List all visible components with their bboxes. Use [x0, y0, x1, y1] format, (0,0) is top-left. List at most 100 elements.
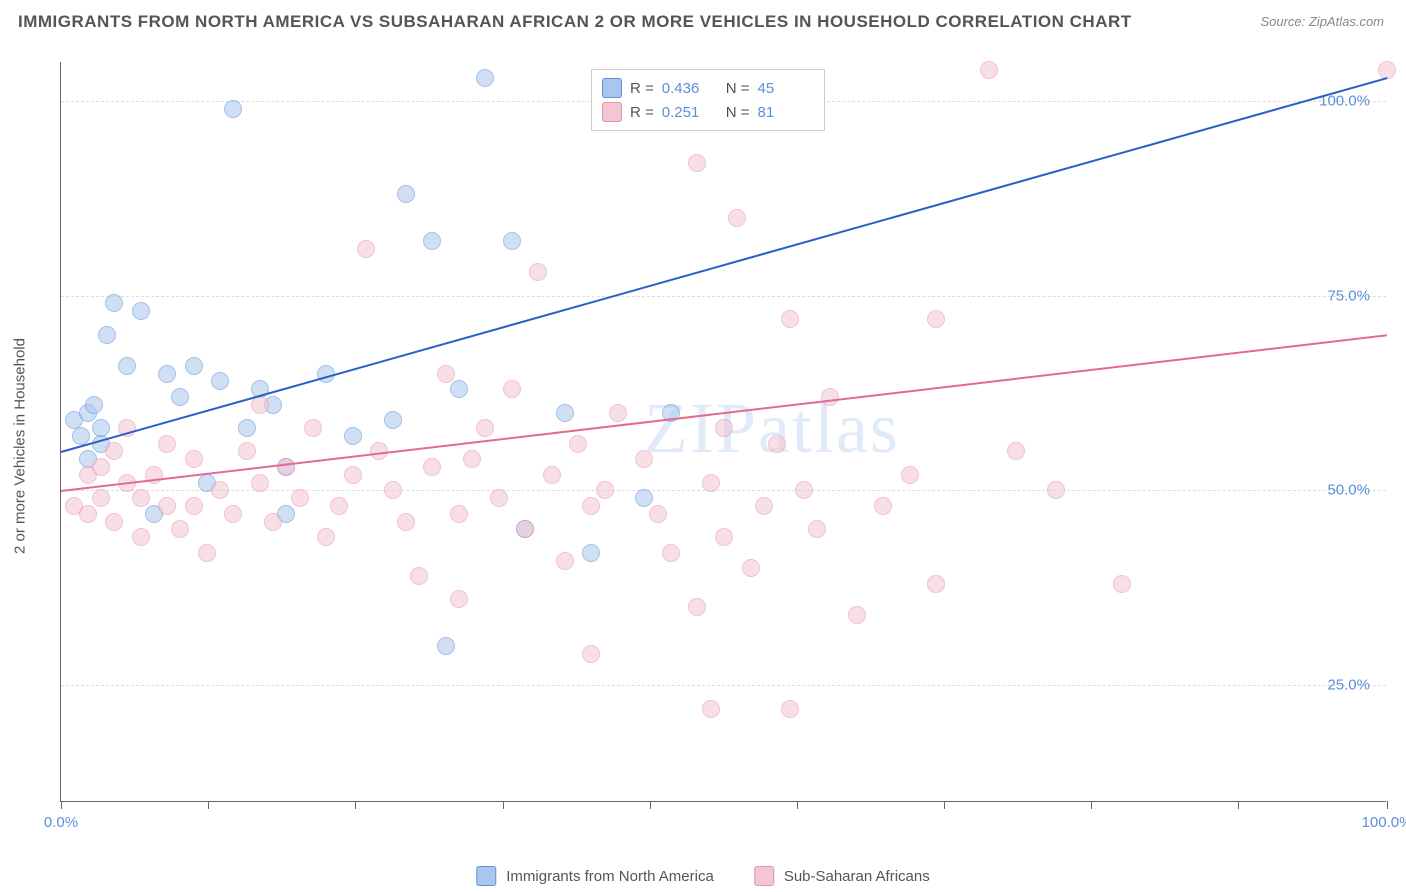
scatter-point — [304, 419, 322, 437]
scatter-point — [503, 232, 521, 250]
scatter-point — [132, 489, 150, 507]
xtick — [944, 801, 945, 809]
scatter-point — [85, 396, 103, 414]
scatter-point — [927, 575, 945, 593]
r-label: R = — [630, 80, 654, 97]
plot-area: ZIPatlas 25.0%50.0%75.0%100.0%0.0%100.0%… — [60, 62, 1386, 802]
y-axis-label: 2 or more Vehicles in Household — [12, 338, 29, 554]
scatter-point — [649, 505, 667, 523]
scatter-point — [662, 544, 680, 562]
scatter-point — [92, 489, 110, 507]
scatter-point — [171, 520, 189, 538]
legend-swatch — [476, 866, 496, 886]
scatter-point — [450, 380, 468, 398]
scatter-point — [98, 326, 116, 344]
scatter-point — [582, 497, 600, 515]
scatter-point — [171, 388, 189, 406]
scatter-point — [742, 559, 760, 577]
legend-swatch — [754, 866, 774, 886]
xtick — [1091, 801, 1092, 809]
scatter-point — [410, 567, 428, 585]
scatter-point — [251, 474, 269, 492]
legend-row: R = 0.436 N = 45 — [602, 76, 814, 100]
scatter-point — [105, 513, 123, 531]
scatter-point — [702, 474, 720, 492]
scatter-point — [185, 357, 203, 375]
n-label: N = — [726, 80, 750, 97]
n-value: 45 — [758, 80, 814, 97]
scatter-point — [821, 388, 839, 406]
legend-text: Sub-Saharan Africans — [784, 868, 930, 885]
scatter-point — [450, 505, 468, 523]
scatter-point — [715, 528, 733, 546]
legend-item: Sub-Saharan Africans — [754, 866, 930, 886]
scatter-point — [582, 544, 600, 562]
scatter-point — [79, 505, 97, 523]
scatter-point — [609, 404, 627, 422]
scatter-point — [264, 513, 282, 531]
scatter-point — [808, 520, 826, 538]
scatter-point — [384, 411, 402, 429]
scatter-point — [224, 100, 242, 118]
scatter-point — [158, 435, 176, 453]
scatter-point — [317, 528, 335, 546]
n-label: N = — [726, 104, 750, 121]
scatter-point — [132, 302, 150, 320]
scatter-point — [927, 310, 945, 328]
gridline-h — [61, 685, 1386, 686]
legend-swatch — [602, 102, 622, 122]
scatter-point — [596, 481, 614, 499]
xtick — [797, 801, 798, 809]
xtick — [355, 801, 356, 809]
scatter-point — [118, 357, 136, 375]
xtick — [61, 801, 62, 809]
ytick-label: 25.0% — [1327, 677, 1370, 694]
scatter-point — [582, 645, 600, 663]
scatter-point — [543, 466, 561, 484]
scatter-point — [92, 419, 110, 437]
scatter-point — [105, 294, 123, 312]
chart-title: IMMIGRANTS FROM NORTH AMERICA VS SUBSAHA… — [18, 12, 1132, 32]
scatter-point — [635, 489, 653, 507]
scatter-point — [635, 450, 653, 468]
scatter-point — [291, 489, 309, 507]
xtick — [650, 801, 651, 809]
scatter-point — [397, 185, 415, 203]
scatter-point — [556, 404, 574, 422]
scatter-point — [72, 427, 90, 445]
scatter-point — [357, 240, 375, 258]
scatter-point — [702, 700, 720, 718]
n-value: 81 — [758, 104, 814, 121]
scatter-point — [463, 450, 481, 468]
r-label: R = — [630, 104, 654, 121]
scatter-point — [238, 442, 256, 460]
scatter-point — [423, 458, 441, 476]
scatter-point — [344, 466, 362, 484]
scatter-point — [238, 419, 256, 437]
scatter-point — [277, 458, 295, 476]
scatter-point — [158, 365, 176, 383]
scatter-point — [768, 435, 786, 453]
correlation-legend: R =0.436N =45R =0.251N =81 — [591, 69, 825, 131]
scatter-point — [344, 427, 362, 445]
source-label: Source: ZipAtlas.com — [1260, 14, 1384, 29]
legend-swatch — [602, 78, 622, 98]
scatter-point — [450, 590, 468, 608]
scatter-point — [437, 365, 455, 383]
scatter-point — [476, 419, 494, 437]
scatter-point — [185, 450, 203, 468]
scatter-point — [529, 263, 547, 281]
scatter-point — [437, 637, 455, 655]
scatter-point — [105, 442, 123, 460]
scatter-point — [728, 209, 746, 227]
scatter-point — [132, 528, 150, 546]
scatter-point — [795, 481, 813, 499]
watermark: ZIPatlas — [644, 387, 900, 470]
chart-container: IMMIGRANTS FROM NORTH AMERICA VS SUBSAHA… — [0, 0, 1406, 892]
scatter-point — [569, 435, 587, 453]
scatter-point — [781, 310, 799, 328]
scatter-point — [901, 466, 919, 484]
scatter-point — [1378, 61, 1396, 79]
r-value: 0.436 — [662, 80, 718, 97]
scatter-point — [503, 380, 521, 398]
